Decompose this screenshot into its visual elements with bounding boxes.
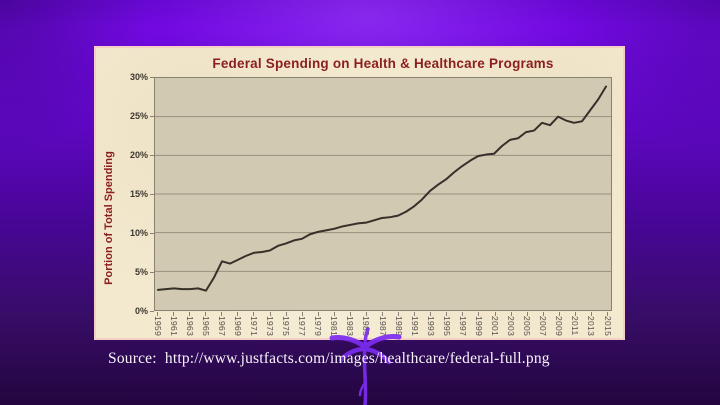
- chart-image: Federal Spending on Health & Healthcare …: [94, 46, 625, 340]
- y-tick-mark: [150, 272, 154, 273]
- x-tick-mark: [285, 312, 287, 316]
- y-tick-mark: [150, 116, 154, 117]
- x-tick-label: 1961: [168, 316, 179, 337]
- y-tick-label: 20%: [129, 149, 148, 160]
- x-tick-label: 1991: [409, 316, 420, 337]
- y-tick-label: 10%: [129, 227, 148, 238]
- x-tick-label: 2007: [538, 316, 549, 337]
- x-tick-mark: [333, 312, 335, 316]
- x-tick-mark: [558, 312, 560, 316]
- y-tick-label: 5%: [134, 266, 148, 277]
- x-tick-mark: [221, 312, 223, 316]
- y-tick-label: 25%: [129, 110, 148, 121]
- y-tick-mark: [150, 194, 154, 195]
- x-tick-mark: [269, 312, 271, 316]
- x-tick-label: 1959: [152, 316, 163, 337]
- x-tick-label: 2013: [586, 316, 597, 337]
- x-tick-label: 1963: [184, 316, 195, 337]
- x-tick-mark: [157, 312, 158, 316]
- y-tick-label: 15%: [129, 188, 148, 199]
- x-tick-label: 2003: [506, 316, 517, 337]
- flower-ornament: [329, 327, 402, 405]
- x-tick-mark: [590, 312, 592, 316]
- x-tick-mark: [446, 312, 448, 316]
- x-tick-mark: [365, 312, 367, 316]
- x-tick-label: 1993: [425, 316, 436, 337]
- spending-line: [156, 85, 608, 292]
- line-chart-svg: [155, 85, 611, 292]
- x-tick-label: 2005: [522, 316, 533, 337]
- x-tick-label: 2015: [602, 316, 613, 337]
- x-tick-label: 2011: [570, 316, 581, 336]
- x-tick-label: 1969: [232, 316, 243, 337]
- x-tick-label: 1997: [457, 316, 468, 337]
- x-tick-label: 1967: [216, 316, 227, 337]
- x-tick-mark: [253, 312, 255, 316]
- x-tick-label: 1975: [281, 316, 292, 337]
- x-tick-mark: [317, 312, 319, 316]
- y-tick-mark: [150, 77, 154, 78]
- x-tick-mark: [574, 312, 576, 316]
- x-tick-mark: [414, 312, 416, 316]
- x-tick-mark: [301, 312, 303, 316]
- x-tick-label: 1973: [265, 316, 275, 337]
- x-tick-label: 1971: [248, 316, 259, 337]
- chart-title: Federal Spending on Health & Healthcare …: [212, 56, 554, 71]
- y-tick-label: 30%: [129, 71, 148, 82]
- y-tick-mark: [150, 155, 154, 156]
- x-tick-mark: [398, 312, 400, 316]
- x-tick-mark: [205, 312, 207, 316]
- x-tick-mark: [462, 312, 464, 316]
- x-tick-label: 1977: [297, 316, 308, 337]
- x-tick-mark: [510, 312, 512, 316]
- x-tick-mark: [542, 312, 544, 316]
- x-tick-mark: [189, 312, 191, 316]
- y-tick-mark: [150, 233, 154, 234]
- x-tick-label: 1995: [441, 316, 452, 337]
- x-tick-mark: [526, 312, 528, 316]
- x-tick-mark: [382, 312, 383, 316]
- x-tick-label: 2009: [554, 316, 565, 337]
- x-tick-mark: [173, 312, 175, 316]
- y-tick-label: 0%: [134, 305, 148, 316]
- x-tick-mark: [478, 312, 480, 316]
- source-citation: Source: http://www.justfacts.com/images/…: [108, 350, 550, 367]
- x-tick-mark: [349, 312, 351, 316]
- x-tick-mark: [607, 312, 608, 316]
- x-tick-mark: [237, 312, 239, 316]
- x-tick-label: 2001: [490, 316, 500, 337]
- x-tick-mark: [430, 312, 432, 316]
- x-tick-label: 1999: [473, 316, 484, 337]
- y-tick-mark: [150, 311, 154, 312]
- plot-area: [154, 77, 612, 311]
- x-tick-mark: [494, 312, 496, 316]
- x-tick-label: 1965: [200, 316, 211, 337]
